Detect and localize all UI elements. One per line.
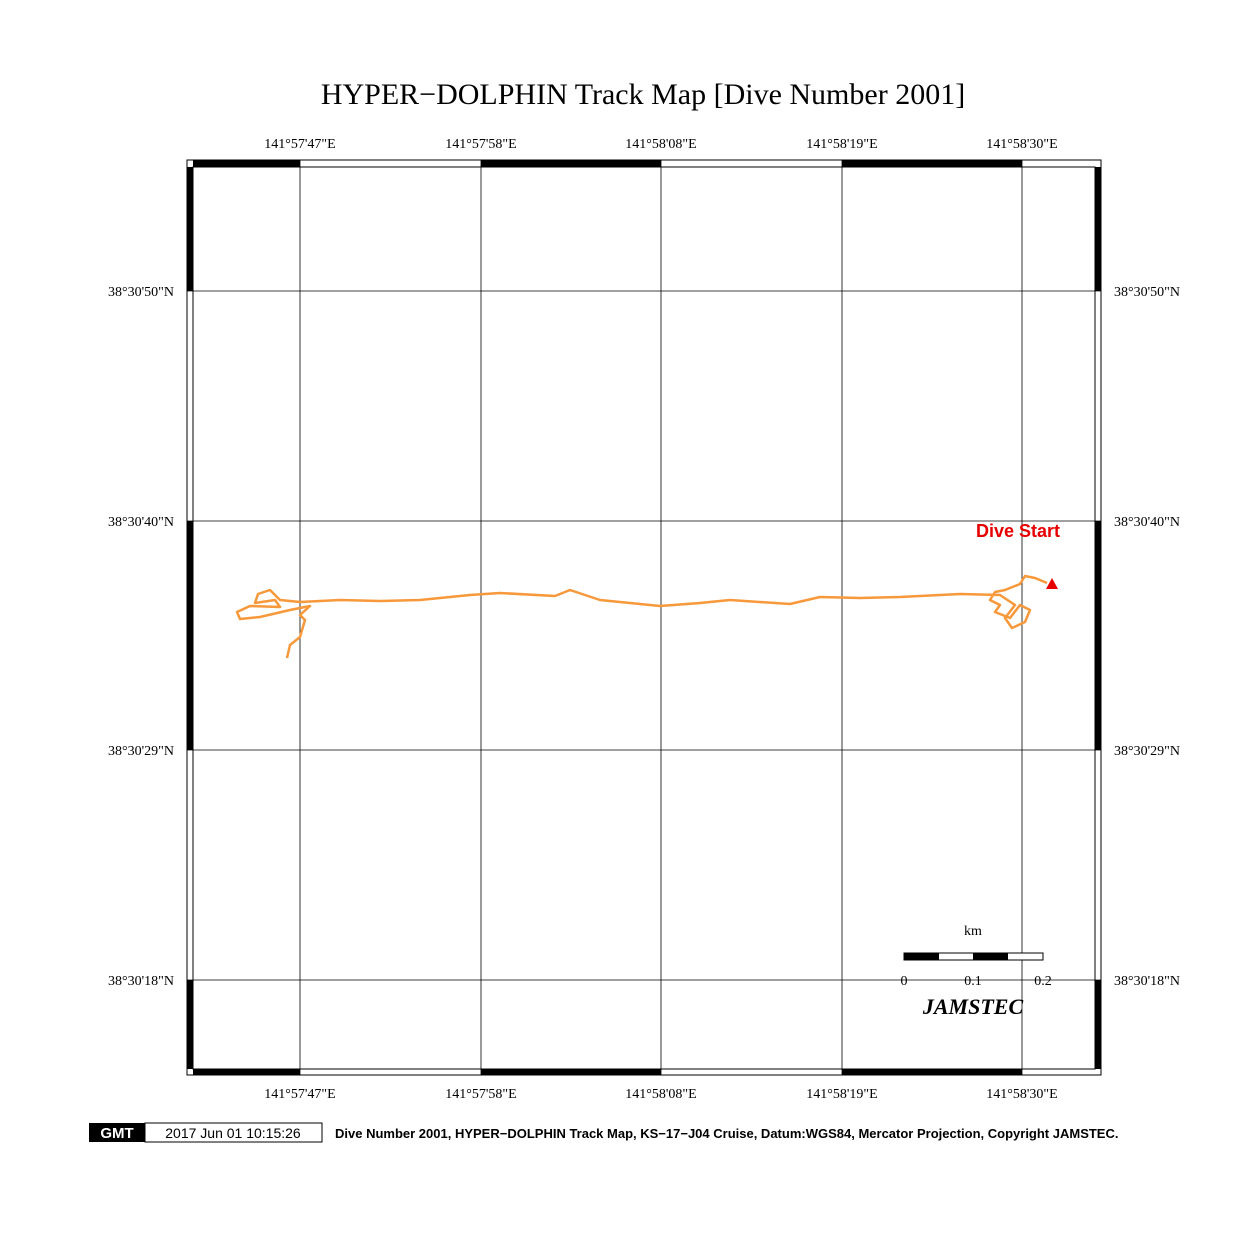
logo: GMT (100, 1125, 133, 1142)
latitude-label: 38°30'18"N (108, 974, 174, 989)
frame-bar (1095, 980, 1101, 1069)
longitude-label: 141°57'58"E (445, 1087, 516, 1102)
frame (186, 159, 1102, 1076)
longitude-label: 141°58'30"E (986, 1087, 1057, 1102)
latitude-label: 38°30'40"N (108, 515, 174, 530)
frame-bar (1095, 167, 1101, 291)
frame-bar (187, 980, 193, 1069)
latitude-label: 38°30'29"N (108, 744, 174, 759)
coordinate-labels: 141°57'47"E 141°57'47"E 141°57'58"E 141°57'… (108, 137, 1180, 1102)
frame-bar (193, 1069, 300, 1075)
caption: Dive Number 2001, HYPER−DOLPHIN Track Ma… (335, 1126, 1118, 1141)
longitude-label: 141°58'19"E (806, 1087, 877, 1102)
latitude-label: 38°30'29"N (1114, 744, 1180, 759)
scale-label: 0 (901, 974, 908, 989)
dive-track (235, 574, 1048, 659)
frame-bar (481, 1069, 661, 1075)
longitude-label: 141°58'19"E (806, 137, 877, 152)
annotation: Dive Start (976, 521, 1060, 541)
frame-bar (193, 160, 300, 167)
scale-bar: km 0 0.1 0.2 (901, 924, 1052, 989)
timestamp-box (144, 1122, 323, 1143)
frame-bar (187, 521, 193, 750)
title: HYPER−DOLPHIN Track Map [Dive Number 200… (321, 78, 965, 111)
scale-unit: km (964, 924, 982, 939)
longitude-label: 141°57'47"E (264, 1087, 335, 1102)
latitude-label: 38°30'50"N (1114, 285, 1180, 300)
credit: JAMSTEC (922, 994, 1024, 1019)
frame-bar (187, 167, 193, 291)
scale-label: 0.1 (964, 974, 982, 989)
latitude-label: 38°30'18"N (1114, 974, 1180, 989)
longitude-label: 141°58'08"E (625, 137, 696, 152)
frame-bar (842, 160, 1022, 167)
latitude-label: 38°30'50"N (108, 285, 174, 300)
frame-bar (481, 160, 661, 167)
scale-label: 0.2 (1034, 974, 1052, 989)
footer: GMT 2017 Jun 01 10:15:26 Dive Number 200… (89, 1122, 1118, 1143)
timestamp: 2017 Jun 01 10:15:26 (165, 1125, 301, 1141)
longitude-label: 141°58'30"E (986, 137, 1057, 152)
longitude-label: 141°57'47"E (264, 137, 335, 152)
dive-start-marker (1046, 578, 1058, 589)
longitude-label: 141°58'08"E (625, 1087, 696, 1102)
frame-bar (842, 1069, 1022, 1075)
graticule (187, 160, 1101, 1075)
logo-box (89, 1123, 145, 1142)
latitude-label: 38°30'40"N (1114, 515, 1180, 530)
frame-bar (1095, 521, 1101, 750)
longitude-label: 141°57'58"E (445, 137, 516, 152)
